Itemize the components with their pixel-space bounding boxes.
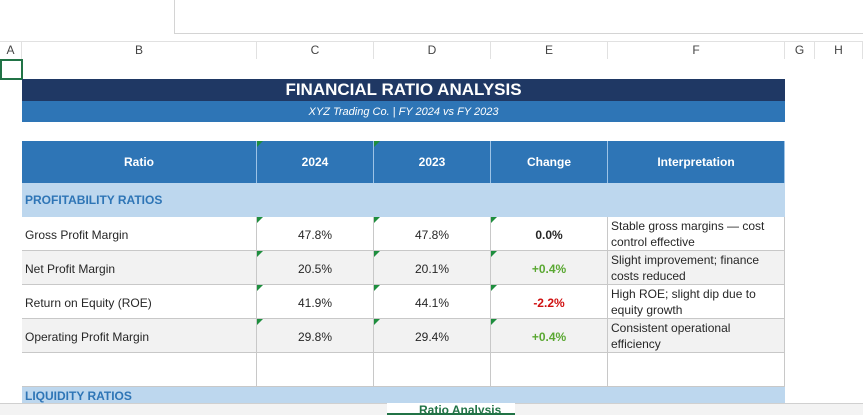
column-header[interactable]: B bbox=[22, 42, 257, 59]
comment-indicator bbox=[257, 141, 263, 147]
column-header[interactable]: C bbox=[257, 42, 374, 59]
table-cell: 29.4% bbox=[374, 319, 491, 353]
comment-indicator bbox=[374, 141, 380, 147]
table-cell: 41.9% bbox=[257, 285, 374, 319]
table-cell: Net Profit Margin bbox=[22, 251, 257, 285]
table-cell: 44.1% bbox=[374, 285, 491, 319]
table-cell: +0.4% bbox=[491, 319, 608, 353]
comment-indicator bbox=[491, 251, 497, 257]
comment-indicator bbox=[374, 217, 380, 223]
table-cell: 29.8% bbox=[257, 319, 374, 353]
comment-indicator bbox=[257, 319, 263, 325]
table-header-cell: 2024 bbox=[257, 141, 374, 183]
table-cell: High ROE; slight dip due to equity growt… bbox=[608, 285, 785, 319]
table-cell: 0.0% bbox=[491, 217, 608, 251]
comment-indicator bbox=[491, 217, 497, 223]
comment-indicator bbox=[374, 285, 380, 291]
table-cell: 20.5% bbox=[257, 251, 374, 285]
table-header-cell: Change bbox=[491, 141, 608, 183]
section-header: PROFITABILITY RATIOS bbox=[22, 183, 785, 217]
active-cell[interactable] bbox=[0, 59, 23, 80]
section-header: LIQUIDITY RATIOS bbox=[22, 387, 785, 403]
table-header-cell: Ratio bbox=[22, 141, 257, 183]
table-cell: -2.2% bbox=[491, 285, 608, 319]
table-cell: Slight improvement; finance costs reduce… bbox=[608, 251, 785, 285]
formula-bar[interactable] bbox=[174, 0, 863, 34]
table-header-cell: Interpretation bbox=[608, 141, 785, 183]
column-header[interactable]: A bbox=[0, 42, 22, 59]
table-cell: Gross Profit Margin bbox=[22, 217, 257, 251]
table-cell: 20.1% bbox=[374, 251, 491, 285]
comment-indicator bbox=[257, 251, 263, 257]
table-cell: Stable gross margins — cost control effe… bbox=[608, 217, 785, 251]
column-header[interactable]: G bbox=[785, 42, 815, 59]
comment-indicator bbox=[491, 285, 497, 291]
column-header[interactable]: H bbox=[815, 42, 863, 59]
empty-cell bbox=[257, 353, 374, 387]
table-cell: 47.8% bbox=[257, 217, 374, 251]
empty-cell bbox=[374, 353, 491, 387]
sheet-tab[interactable]: Ratio Analysis bbox=[387, 403, 515, 415]
report-subtitle: XYZ Trading Co. | FY 2024 vs FY 2023 bbox=[22, 101, 785, 122]
empty-cell bbox=[608, 353, 785, 387]
table-cell: +0.4% bbox=[491, 251, 608, 285]
comment-indicator bbox=[374, 251, 380, 257]
column-header[interactable]: E bbox=[491, 42, 608, 59]
header-top-border bbox=[0, 41, 863, 42]
comment-indicator bbox=[491, 319, 497, 325]
empty-cell bbox=[22, 353, 257, 387]
empty-cell bbox=[491, 353, 608, 387]
table-cell: Consistent operational efficiency bbox=[608, 319, 785, 353]
table-cell: 47.8% bbox=[374, 217, 491, 251]
comment-indicator bbox=[257, 285, 263, 291]
report-title: FINANCIAL RATIO ANALYSIS bbox=[22, 79, 785, 101]
table-header-cell: 2023 bbox=[374, 141, 491, 183]
column-header[interactable]: F bbox=[608, 42, 785, 59]
table-cell: Operating Profit Margin bbox=[22, 319, 257, 353]
comment-indicator bbox=[257, 217, 263, 223]
column-header[interactable]: D bbox=[374, 42, 491, 59]
comment-indicator bbox=[374, 319, 380, 325]
table-cell: Return on Equity (ROE) bbox=[22, 285, 257, 319]
